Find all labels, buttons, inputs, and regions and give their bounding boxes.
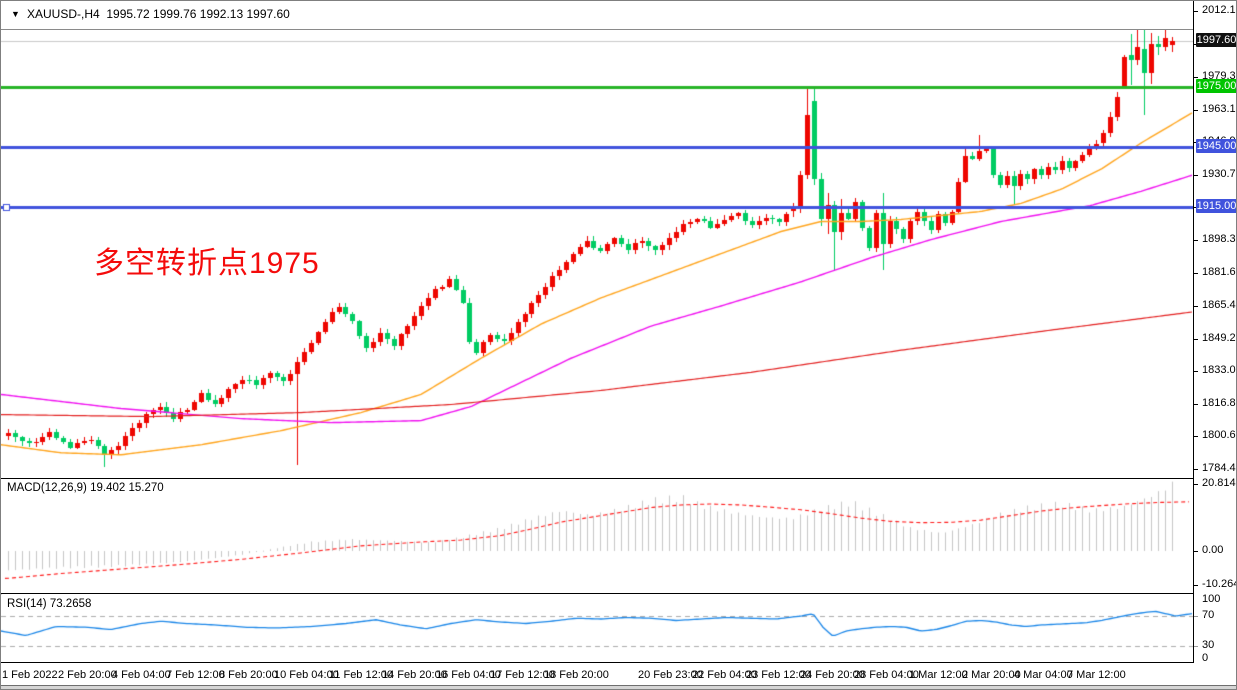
time-axis-label: 16 Feb 04:00 — [436, 669, 501, 681]
price-tick-label: 1881.65 — [1202, 266, 1236, 278]
rsi-panel[interactable]: RSI(14) 73.2658 — [1, 595, 1193, 663]
price-tick-label: 1963.10 — [1202, 103, 1236, 115]
price-tick-mark — [1194, 339, 1198, 340]
macd-panel[interactable]: MACD(12,26,9) 19.402 15.270 — [1, 479, 1193, 594]
time-axis-label: 28 Feb 04:00 — [854, 669, 919, 681]
time-axis-label: 18 Feb 20:00 — [544, 669, 609, 681]
macd-tick-label: -10.264 — [1202, 578, 1237, 590]
time-axis-label: 4 Mar 04:00 — [1014, 669, 1073, 681]
macd-tick-mark — [1194, 585, 1198, 586]
macd-tick-mark — [1194, 484, 1198, 485]
price-tick-label: 1930.70 — [1202, 168, 1236, 180]
macd-label: MACD(12,26,9) 19.402 15.270 — [7, 482, 164, 494]
price-level-badge: 1945.00 — [1196, 139, 1237, 153]
rsi-tick-label: 100 — [1202, 593, 1221, 605]
price-tick-mark — [1194, 306, 1198, 307]
price-tick-mark — [1194, 77, 1198, 78]
window-bottom-strip — [1, 685, 1236, 689]
macd-tick-label: 20.814 — [1202, 477, 1236, 489]
macd-canvas[interactable] — [1, 479, 1193, 593]
price-tick-mark — [1194, 273, 1198, 274]
time-axis-label: 22 Feb 04:00 — [692, 669, 757, 681]
time-axis-label: 10 Feb 04:00 — [274, 669, 339, 681]
price-tick-mark — [1194, 110, 1198, 111]
price-level-badge: 1915.00 — [1196, 199, 1237, 213]
rsi-tick-mark — [1194, 616, 1198, 617]
macd-tick-mark — [1194, 551, 1198, 552]
time-axis-label: 11 Feb 12:00 — [329, 669, 394, 681]
time-axis-label: 17 Feb 12:00 — [490, 669, 555, 681]
time-axis-label: 7 Feb 12:00 — [166, 669, 225, 681]
chart-annotation-text[interactable]: 多空转折点1975 — [94, 247, 320, 280]
price-tick-label: 1898.30 — [1202, 233, 1236, 245]
time-axis-label: 2 Feb 20:00 — [58, 669, 117, 681]
price-tick-mark — [1194, 404, 1198, 405]
price-tick-label: 1849.25 — [1202, 332, 1236, 344]
price-tick-label: 1800.65 — [1202, 429, 1236, 441]
price-tick-label: 1833.05 — [1202, 364, 1236, 376]
price-tick-label: 2012.15 — [1202, 4, 1236, 16]
time-axis-label: 1 Mar 12:00 — [909, 669, 968, 681]
price-tick-label: 1784.45 — [1202, 462, 1236, 474]
macd-tick-label: 0.00 — [1202, 544, 1224, 556]
price-tick-mark — [1194, 469, 1198, 470]
time-axis-label: 24 Feb 20:00 — [800, 669, 865, 681]
rsi-label: RSI(14) 73.2658 — [7, 598, 92, 610]
rsi-tick-label: 30 — [1202, 639, 1215, 651]
time-axis-label: 14 Feb 20:00 — [382, 669, 447, 681]
chart-header: ▼ XAUUSD-,H4 1995.72 1999.76 1992.13 199… — [1, 1, 1193, 29]
main-chart-panel[interactable]: 多空转折点1975 — [1, 29, 1193, 479]
chart-title: XAUUSD-,H4 1995.72 1999.76 1992.13 1997.… — [27, 7, 290, 21]
price-level-badge: 1975.00 — [1196, 79, 1237, 93]
time-axis-label: 20 Feb 23:00 — [638, 669, 703, 681]
rsi-tick-mark — [1194, 646, 1198, 647]
time-axis-label: 23 Feb 12:00 — [746, 669, 811, 681]
rsi-tick-label: 0 — [1202, 652, 1209, 664]
symbol-dropdown-icon[interactable]: ▼ — [11, 9, 20, 19]
price-tick-mark — [1194, 175, 1198, 176]
time-axis-label: 8 Feb 20:00 — [219, 669, 278, 681]
price-tick-label: 1865.45 — [1202, 299, 1236, 311]
rsi-canvas[interactable] — [1, 595, 1193, 662]
price-level-badge: 1997.60 — [1196, 33, 1237, 47]
time-axis-label: 4 Feb 04:00 — [112, 669, 171, 681]
time-axis[interactable]: 1 Feb 2022 2 Feb 20:00 4 Feb 04:00 7 Feb 12… — [1, 663, 1236, 685]
price-tick-label: 1816.85 — [1202, 397, 1236, 409]
price-axis[interactable]: 2012.151995.501979.301963.101946.901930.… — [1193, 1, 1237, 664]
time-axis-label: 7 Mar 12:00 — [1067, 669, 1126, 681]
price-chart-canvas[interactable] — [1, 30, 1193, 478]
price-tick-mark — [1194, 371, 1198, 372]
price-tick-mark — [1194, 11, 1198, 12]
price-tick-mark — [1194, 436, 1198, 437]
price-tick-mark — [1194, 240, 1198, 241]
rsi-tick-label: 70 — [1202, 609, 1215, 621]
time-axis-label: 2 Mar 20:00 — [962, 669, 1021, 681]
time-axis-label: 1 Feb 2022 — [2, 669, 58, 681]
